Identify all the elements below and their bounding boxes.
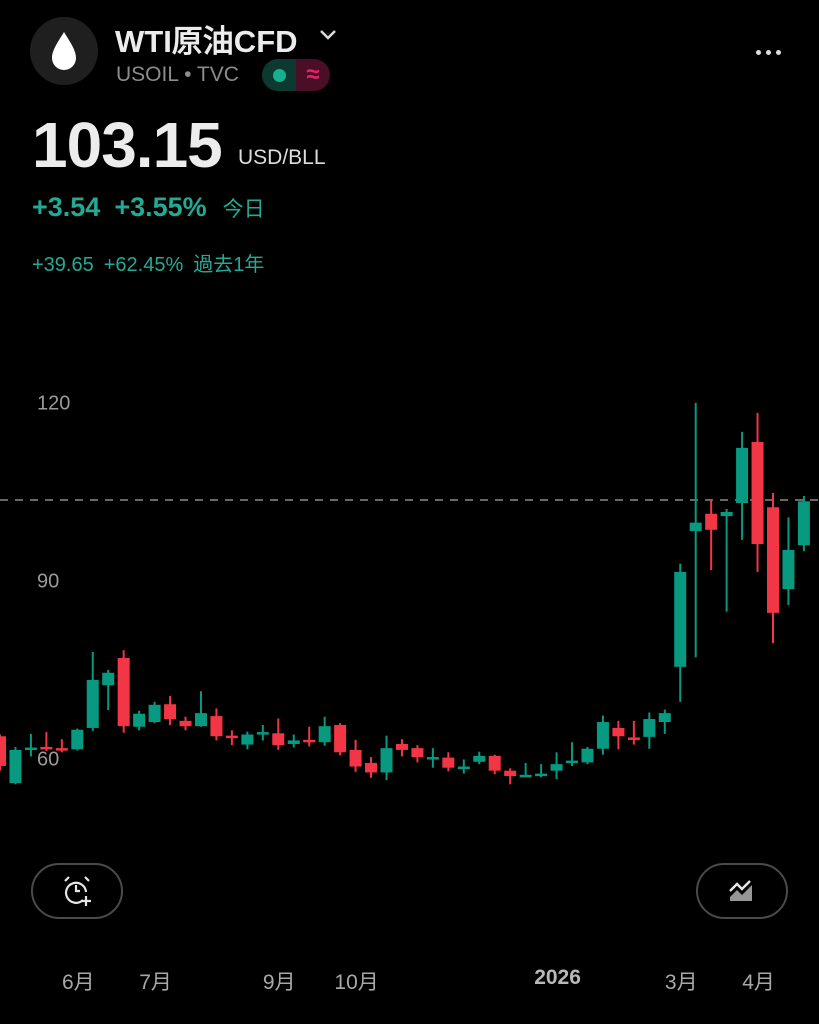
symbol-title[interactable]: WTI原油CFD (115, 24, 298, 59)
separator: • (184, 63, 192, 86)
candle-up (736, 447, 749, 504)
today-label: 今日 (222, 198, 265, 221)
candle-up (71, 729, 84, 750)
candle-down (705, 513, 718, 530)
market-open-dot-icon (272, 68, 286, 82)
year-change-value: +39.65 (32, 254, 94, 276)
today-change-pct: +3.55% (114, 192, 207, 222)
market-status-chip[interactable]: ≈ (262, 59, 330, 91)
x-tick-label: 7月 (139, 971, 172, 994)
candle-up (519, 774, 532, 778)
candle-up (596, 722, 609, 749)
candle-down (0, 736, 6, 766)
more-horizontal-icon[interactable] (750, 38, 786, 66)
candle-up (581, 748, 594, 763)
add-alert-icon (64, 876, 91, 906)
chevron-down-icon[interactable] (318, 24, 338, 49)
year-label: 過去1年 (193, 254, 265, 276)
today-change-value: +3.54 (32, 192, 101, 222)
candle-up (148, 704, 161, 723)
candle-up (256, 732, 269, 735)
candle-up (9, 749, 22, 784)
candle-down (751, 441, 764, 545)
candle-down (349, 749, 362, 767)
candle-down (210, 716, 223, 737)
approx-wave-icon: ≈ (296, 59, 330, 91)
chart-style-button[interactable] (696, 863, 788, 919)
candle-down (272, 733, 285, 746)
today-change: +3.54 +3.55% 今日 (32, 192, 279, 223)
y-tick-label: 60 (37, 748, 60, 771)
chart-style-icon (729, 880, 752, 901)
y-tick-label: 120 (37, 392, 71, 415)
candle-down (612, 727, 625, 737)
candle-up (550, 764, 563, 771)
candle-down (40, 746, 53, 750)
y-tick-label: 90 (37, 570, 60, 593)
x-tick-label: 2026 (534, 966, 581, 989)
candle-up (194, 713, 207, 727)
candle-up (318, 726, 331, 743)
candle-up (457, 766, 470, 770)
candle-down (225, 735, 238, 739)
price-unit: USD/BLL (238, 146, 326, 169)
candle-down (442, 757, 455, 768)
last-price: 103.15 (32, 109, 223, 181)
candle-up (241, 734, 254, 745)
candle-up (643, 719, 656, 737)
candle-up (24, 747, 37, 751)
add-alert-button[interactable] (31, 863, 123, 919)
x-tick-label: 4月 (742, 971, 775, 994)
candle-down (117, 657, 130, 727)
candle-down (365, 762, 378, 773)
candle-up (133, 713, 146, 727)
candle-up (287, 740, 300, 744)
candle-down (179, 720, 192, 727)
candle-down (488, 755, 501, 771)
x-tick-label: 10月 (334, 971, 379, 994)
candle-down (395, 743, 408, 750)
candle-up (86, 679, 99, 728)
candle-up (566, 760, 579, 764)
candle-up (426, 757, 439, 760)
candle-up (689, 522, 702, 531)
x-tick-label: 6月 (61, 971, 95, 994)
candle-down (411, 748, 424, 758)
exchange: TVC (196, 63, 239, 86)
candle-up (102, 672, 115, 686)
ticker: USOIL (116, 63, 179, 86)
x-tick-label: 9月 (262, 971, 296, 994)
candle-up (797, 501, 810, 546)
candle-down (164, 704, 177, 720)
candle-down (627, 737, 640, 740)
year-change: +39.65 +62.45% 過去1年 (32, 248, 274, 277)
candle-up (535, 773, 548, 777)
candle-up (380, 748, 393, 773)
year-change-pct: +62.45% (103, 254, 184, 276)
candle-down (55, 748, 68, 751)
candle-down (303, 739, 316, 743)
candle-down (334, 724, 347, 753)
candle-up (720, 511, 733, 517)
candle-up (658, 713, 671, 723)
symbol-subtitle: USOIL • TVC (116, 63, 239, 87)
candle-up (674, 571, 687, 667)
candle-down (504, 770, 517, 777)
candle-down (767, 507, 779, 613)
oil-drop-icon (30, 17, 98, 85)
x-tick-label: 3月 (664, 971, 698, 994)
candle-up (782, 549, 795, 590)
candle-up (473, 755, 486, 762)
